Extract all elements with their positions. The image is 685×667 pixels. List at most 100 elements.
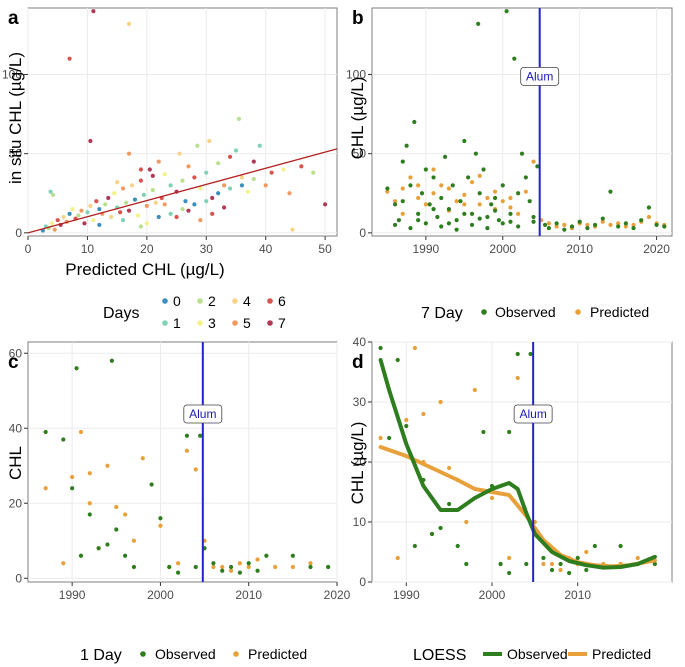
panel-a-point-25 [109, 214, 114, 220]
legend-days-key-1 [162, 320, 168, 326]
panel-d-predicted-point-6 [438, 399, 443, 405]
panel-c-observed-point-3 [74, 366, 79, 371]
panel-a-point-66 [269, 170, 274, 175]
panel-a-point-50 [192, 175, 197, 180]
panel-b-observed-point-11 [431, 175, 436, 180]
panel-b-observed-point-38 [531, 214, 536, 220]
panel-d-predicted-point-27 [507, 555, 512, 561]
panel-d-observed-point-15 [528, 351, 533, 357]
panel-c-predicted-point-21 [273, 564, 278, 570]
panel-a-point-32 [129, 183, 135, 188]
panel-c-observed-point-26 [308, 564, 313, 570]
panel-b-predicted-point-21 [546, 221, 552, 226]
panel-d-observed-point-20 [567, 570, 572, 576]
panel-b-observed-point-24 [477, 191, 482, 196]
panel-b-observed-point-40 [542, 222, 548, 228]
panel-b-predicted-point-6 [431, 191, 436, 196]
panel-b-predicted-point-39 [431, 167, 436, 172]
panel-c-observed-point-12 [167, 564, 172, 570]
panel-a-point-74 [91, 9, 96, 14]
legend-1day-title: 1 Day [80, 647, 122, 664]
panel-d-observed-point-2 [395, 357, 400, 363]
legend-days-label-5: 5 [243, 315, 251, 331]
panel-a-xtick-label-2: 20 [140, 242, 154, 256]
panel-b-observed-point-68 [416, 218, 421, 223]
panel-c-observed-point-20 [228, 564, 234, 570]
panel-a-point-87 [227, 186, 233, 191]
panel-b-predicted-point-29 [608, 222, 613, 228]
panel-a-point-5 [55, 218, 60, 223]
panel-c-predicted-point-15 [211, 564, 216, 570]
panel-d-observed-point-29 [507, 429, 512, 435]
panel-c-predicted-point-1 [61, 561, 66, 566]
panel-c-observed-point-10 [149, 482, 154, 487]
legend-loess-predicted-label: Predicted [592, 646, 651, 662]
panel-b-plot: 1990 2000 2010 2020 0 50 100 Alum [346, 7, 673, 256]
panel-c-xtick-label-2: 2010 [235, 588, 262, 602]
panel-b-observed-point-14 [442, 154, 448, 159]
panel-c-observed-point-8 [114, 527, 119, 532]
panel-a-point-4 [52, 227, 57, 232]
legend-days: Days 0 1 2 3 4 5 6 7 [103, 293, 286, 331]
panel-c-predicted-point-13 [193, 467, 198, 472]
panel-a-point-33 [132, 197, 138, 202]
panel-d-observed-point-1 [387, 435, 392, 441]
panel-b-predicted-point-2 [400, 186, 405, 191]
panel-b-observed-point-29 [496, 218, 502, 223]
panel-d-observed-point-18 [549, 567, 555, 573]
panel-a-ytick-label-2: 100 [2, 68, 22, 82]
panel-b-observed-point-3 [400, 159, 405, 164]
panel-d-observed-point-22 [584, 567, 589, 573]
panel-c-predicted-point-0 [43, 486, 48, 491]
panel-a-point-65 [263, 183, 268, 188]
legend-loess-title: LOESS [413, 647, 466, 664]
panel-a-xtick-label-1: 10 [81, 242, 95, 256]
legend-days-label-6: 6 [278, 293, 286, 309]
panel-a-point-67 [281, 167, 286, 172]
panel-a-point-83 [180, 206, 185, 212]
panel-b-alum-label: Alum [526, 69, 553, 83]
panel-b-observed-point-21 [469, 211, 475, 216]
panel-b-observed-point-5 [408, 183, 413, 188]
legend-days-key-2 [197, 298, 203, 304]
panel-d-predicted-point-12 [515, 375, 520, 381]
panel-c-predicted-point-25 [87, 501, 92, 506]
panel-a-point-80 [144, 221, 149, 226]
panel-a-point-99 [221, 205, 227, 210]
panel-a-point-93 [150, 173, 155, 178]
panel-a-point-62 [245, 189, 250, 194]
panel-d-loess-observed-line [378, 358, 657, 570]
panel-a-point-18 [88, 203, 93, 209]
panel-b-predicted-point-3 [408, 175, 413, 180]
panel-b-observed-point-37 [527, 199, 532, 204]
panel-c-observed-point-15 [193, 564, 198, 570]
panel-a-point-57 [221, 183, 227, 188]
panel-d-observed-point-27 [429, 531, 435, 537]
panel-a-fit-line [27, 148, 338, 234]
panel-c-ytick-label-1: 20 [9, 496, 23, 510]
panel-d-predicted-point-26 [464, 519, 469, 525]
panel-label-d: d [352, 352, 364, 373]
legend-days-label-2: 2 [208, 293, 216, 309]
panel-b-observed-point-42 [554, 221, 559, 226]
panel-a-point-30 [123, 200, 129, 205]
panel-b-observed-point-62 [469, 222, 475, 228]
panel-b-observed-point-52 [631, 225, 636, 231]
panel-a-point-38 [147, 167, 152, 172]
panel-d-predicted-point-3 [412, 345, 417, 351]
panel-b-observed-point-9 [423, 167, 428, 172]
legend-days-key-6 [267, 298, 273, 304]
panel-d-predicted-point-16 [549, 561, 555, 567]
panel-c-predicted-point-20 [255, 557, 260, 562]
panel-b-observed-point-45 [577, 219, 582, 224]
panel-c-observed-point-2 [70, 486, 75, 491]
panel-c-predicted-point-22 [290, 564, 295, 570]
panel-b-predicted-point-30 [616, 221, 621, 226]
panel-a-point-24 [106, 195, 111, 201]
panel-c-predicted-point-2 [70, 474, 75, 480]
panel-d-observed-point-6 [438, 525, 443, 531]
panel-b-observed-point-20 [466, 175, 471, 180]
panel-c-predicted-point-18 [237, 561, 242, 566]
panel-a-point-48 [183, 199, 188, 204]
panel-b-observed-point-36 [523, 175, 528, 180]
